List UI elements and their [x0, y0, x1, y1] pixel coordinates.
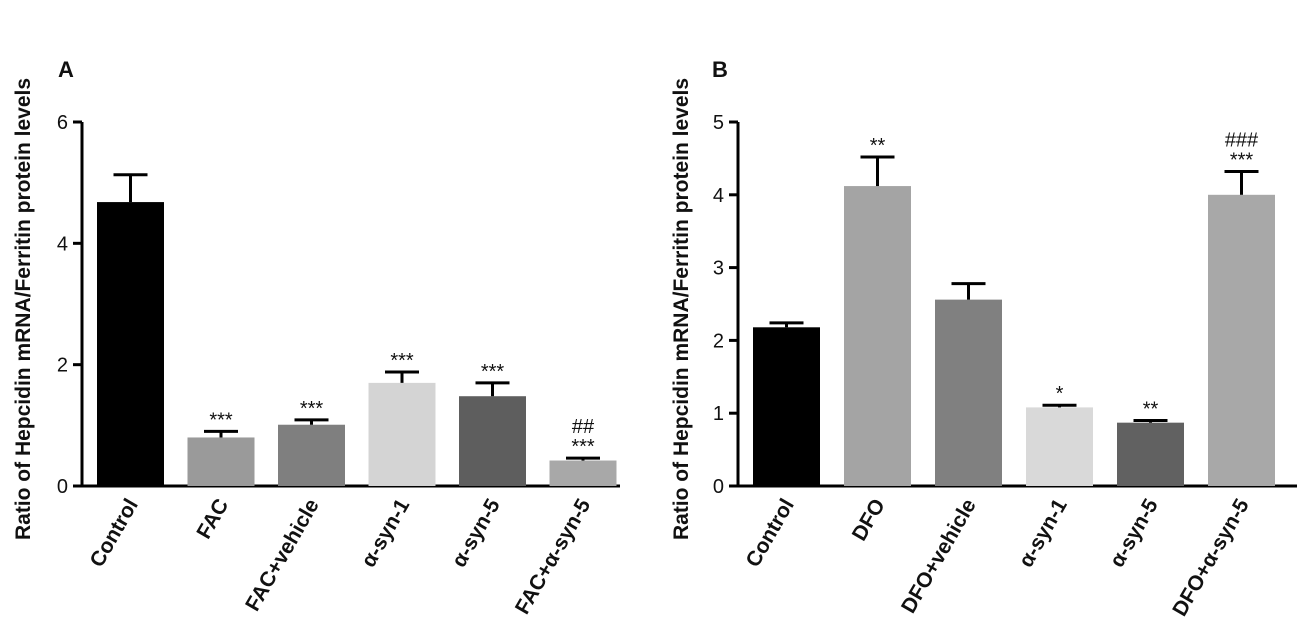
significance-label: ##	[572, 416, 595, 438]
y-tick-label: 4	[57, 233, 68, 255]
bar-α-syn-1	[368, 382, 436, 486]
y-tick-label: 3	[713, 258, 724, 280]
significance-label: ***	[481, 361, 505, 383]
bar-DFO+α-syn-5	[1208, 194, 1275, 487]
y-tick-label: 2	[713, 330, 724, 352]
category-label: α-syn-5	[448, 495, 505, 572]
significance-label: ***	[1230, 150, 1254, 172]
y-axis-label: Ratio of Hepcidin mRNA/Ferritin protein …	[670, 78, 693, 540]
category-label: Control	[86, 495, 143, 571]
bar-Control	[97, 202, 164, 486]
y-tick-label: 2	[57, 355, 68, 377]
category-label: α-syn-1	[1015, 495, 1072, 572]
significance-label: ***	[209, 409, 233, 431]
category-label: DFO+vehicle	[897, 495, 981, 617]
y-axis-label: Ratio of Hepcidin mRNA/Ferritin protein …	[12, 78, 35, 540]
category-label: FAC	[192, 495, 233, 543]
y-tick-label: 4	[713, 185, 724, 207]
y-tick-label: 6	[57, 112, 68, 134]
category-label: DFO+α-syn-5	[1168, 495, 1254, 621]
panel-letter: A	[58, 57, 74, 82]
panel-letter: B	[712, 57, 728, 82]
category-label: FAC+vehicle	[241, 495, 324, 615]
category-label: DFO	[848, 495, 890, 545]
y-tick-label: 0	[713, 476, 724, 498]
y-tick-label: 1	[713, 403, 724, 425]
significance-label: ***	[571, 436, 595, 458]
significance-label: **	[1143, 398, 1159, 420]
bar-α-syn-5	[459, 396, 526, 486]
significance-label: *	[1056, 383, 1064, 405]
bar-DFO	[844, 186, 911, 486]
bar-FAC	[187, 437, 255, 486]
bar-α-syn-1	[1026, 407, 1093, 486]
category-label: α-syn-5	[1106, 495, 1163, 572]
category-label: FAC+α-syn-5	[511, 495, 596, 619]
significance-label: ###	[1225, 130, 1259, 152]
significance-label: **	[870, 135, 886, 157]
panel-a: A Ratio of Hepcidin mRNA/Ferritin protein…	[12, 57, 620, 618]
panel-b: B Ratio of Hepcidin mRNA/Ferritin protein…	[670, 57, 1297, 620]
bar-FAC+α-syn-5	[549, 460, 617, 486]
significance-label: ***	[390, 350, 414, 372]
category-label: Control	[742, 495, 799, 571]
y-tick-label: 5	[713, 112, 724, 134]
y-tick-label: 0	[57, 476, 68, 498]
bar-DFO+vehicle	[935, 299, 1002, 486]
bar-α-syn-5	[1117, 422, 1184, 486]
significance-label: ***	[300, 398, 324, 420]
bar-FAC+vehicle	[278, 424, 345, 486]
category-label: α-syn-1	[357, 495, 414, 572]
bar-Control	[753, 327, 820, 486]
